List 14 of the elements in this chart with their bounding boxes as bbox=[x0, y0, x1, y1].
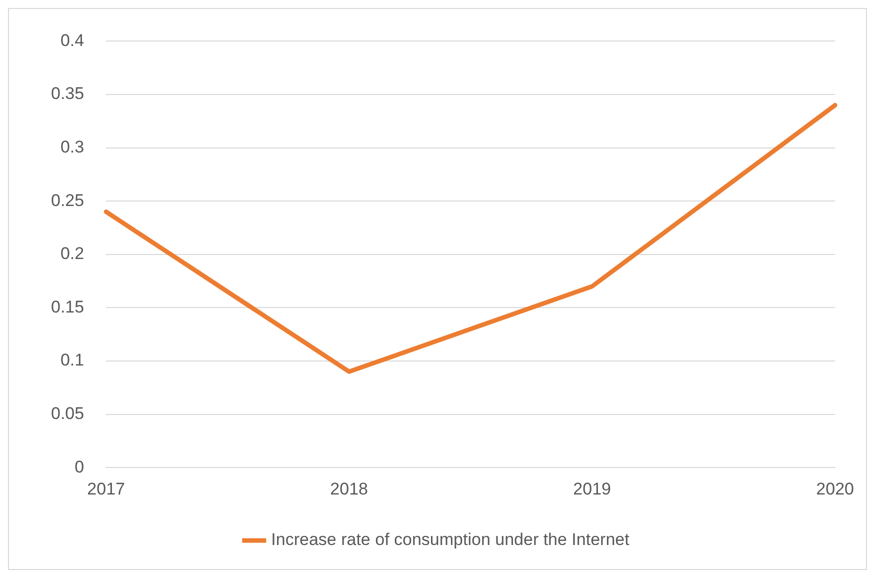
y-tick-label: 0.35 bbox=[50, 84, 84, 104]
x-tick-label: 2019 bbox=[573, 479, 612, 498]
y-tick-label: 0.3 bbox=[60, 137, 84, 156]
y-tick-label: 0.2 bbox=[60, 244, 84, 264]
y-tick-label: 0.15 bbox=[50, 297, 84, 316]
y-tick-label: 0.1 bbox=[60, 350, 84, 370]
legend-label: Increase rate of consumption under the Internet bbox=[271, 530, 630, 550]
x-tick-label: 2018 bbox=[330, 479, 368, 498]
x-tick-label: 2020 bbox=[816, 479, 854, 498]
y-tick-label: 0.25 bbox=[50, 190, 84, 210]
y-tick-label: 0.05 bbox=[50, 404, 84, 423]
y-tick-label: 0 bbox=[74, 457, 84, 476]
y-tick-label: 0.4 bbox=[60, 30, 84, 50]
x-tick-label: 2017 bbox=[87, 479, 125, 498]
